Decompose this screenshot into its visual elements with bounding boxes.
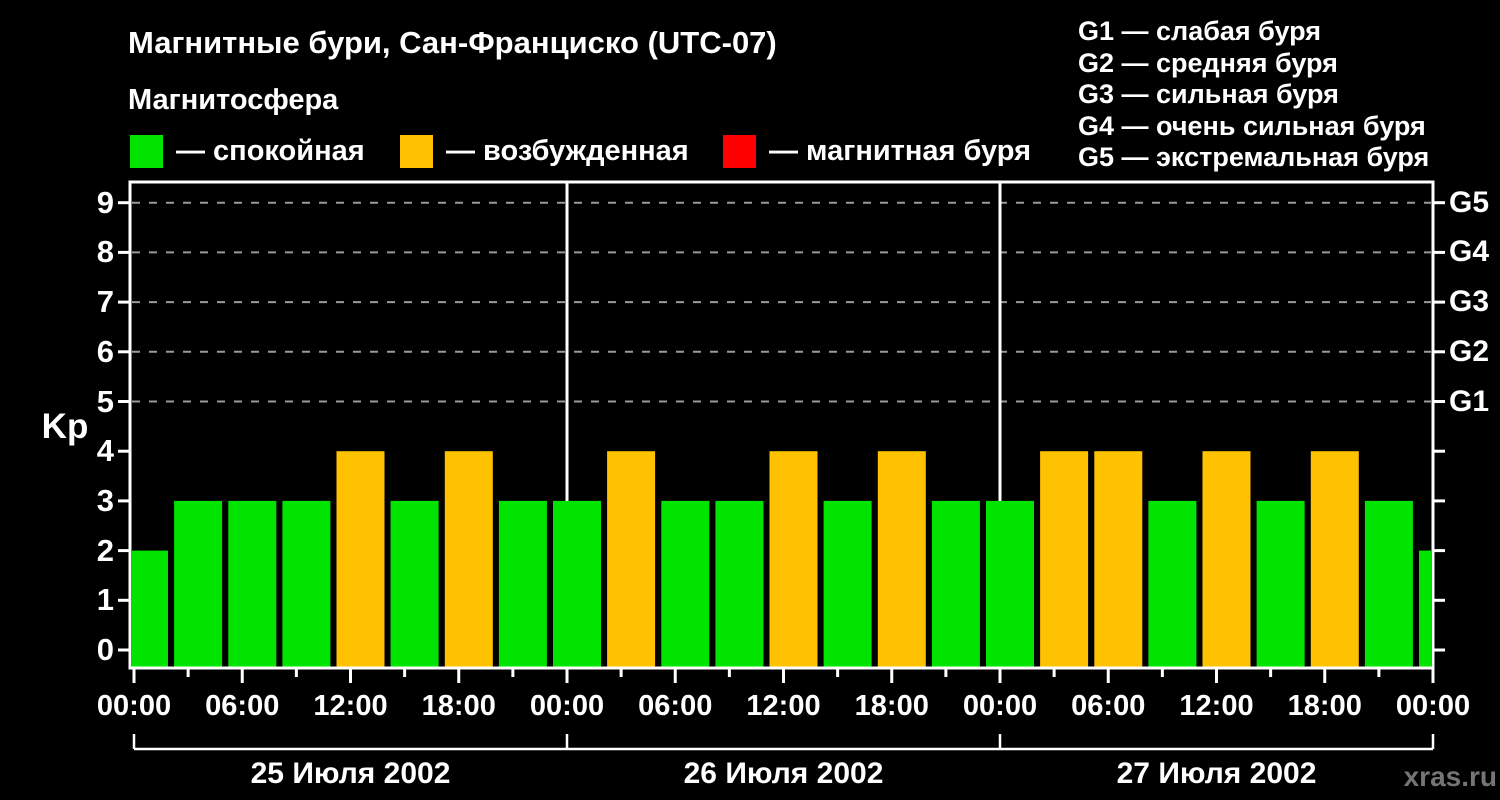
x-axis-label: 06:00 (1071, 690, 1146, 722)
legend-label: — спокойная (176, 135, 365, 167)
date-label: 26 Июля 2002 (683, 757, 884, 790)
storm-swatch-icon (723, 135, 756, 168)
kp-bar (553, 500, 601, 667)
magnetosphere-label: Магнитосфера (128, 84, 339, 116)
storm-scale-line: G2 — средняя буря (1078, 47, 1338, 78)
legend-item-quiet: — спокойная (130, 135, 365, 168)
x-axis-label: 00:00 (529, 690, 605, 722)
storm-scale-line: G4 — очень сильная буря (1078, 110, 1426, 141)
kp-bar (228, 500, 277, 667)
chart-title: Магнитные бури, Сан-Франциско (UTC-07) (128, 25, 777, 60)
kp-bar (931, 500, 980, 667)
legend-item-storm: — магнитная буря (723, 135, 1031, 168)
legend-label: — возбужденная (446, 135, 689, 167)
x-axis-label: 18:00 (421, 690, 496, 722)
legend-item-excited: — возбужденная (400, 135, 689, 168)
y-axis-label: 7 (96, 284, 114, 320)
kp-bar (1310, 451, 1359, 667)
y-axis-label: 4 (96, 433, 114, 469)
kp-bar (132, 550, 168, 667)
kp-bar (1364, 500, 1413, 667)
kp-bar (769, 451, 818, 667)
date-label: 27 Июля 2002 (1116, 757, 1317, 790)
x-axis-label: 12:00 (1179, 690, 1254, 722)
y-axis-label: 0 (96, 632, 114, 667)
x-axis-label: 18:00 (854, 690, 929, 722)
kp-bar (1419, 550, 1431, 667)
x-axis-label: 00:00 (96, 690, 172, 722)
kp-bar (444, 451, 493, 667)
y-axis-label: 8 (96, 234, 114, 270)
x-axis-label: 12:00 (313, 690, 388, 722)
y-axis-label: 1 (96, 582, 114, 618)
kp-bar (607, 451, 656, 667)
y-axis-label: 5 (96, 383, 114, 419)
storm-scale-legend: G1 — слабая буря G2 — средняя буря G3 — си… (1078, 16, 1429, 174)
plot-frame (128, 180, 1435, 670)
kp-bar (282, 500, 331, 667)
y-axis-label: 2 (96, 532, 114, 568)
x-axis-label: 00:00 (1395, 690, 1471, 722)
g-scale-label: G3 (1449, 285, 1490, 319)
x-axis-label: 18:00 (1287, 690, 1362, 722)
x-axis-label: 00:00 (962, 690, 1038, 722)
storm-scale-line: G5 — экстремальная буря (1078, 142, 1430, 173)
kp-bar (1094, 451, 1143, 667)
x-axis-label: 12:00 (746, 690, 821, 722)
kp-bar (1202, 451, 1251, 667)
y-axis-title: Kp (41, 407, 89, 446)
g-scale-label: G4 (1449, 235, 1490, 269)
kp-bar (1040, 451, 1089, 667)
date-label: 25 Июля 2002 (250, 757, 451, 790)
kp-bar (823, 500, 872, 667)
kp-bar (390, 500, 439, 667)
storm-scale-line: G1 — слабая буря (1078, 16, 1322, 46)
kp-bar (661, 500, 710, 667)
y-axis-label: 6 (96, 333, 114, 369)
g-scale-label: G5 (1449, 185, 1490, 219)
watermark: xras.ru (1403, 761, 1497, 792)
legend-label: — магнитная буря (769, 135, 1032, 167)
kp-bar (336, 451, 385, 667)
g-scale-label: G1 (1449, 384, 1490, 418)
x-axis-label: 06:00 (205, 690, 280, 722)
g-scale-label: G2 (1449, 334, 1490, 368)
kp-bar (174, 500, 223, 667)
storm-scale-line: G3 — сильная буря (1078, 79, 1339, 110)
kp-bar (877, 451, 926, 667)
excited-swatch-icon (400, 135, 433, 168)
kp-bar (498, 500, 547, 667)
kp-bar (1148, 500, 1197, 667)
kp-bar (986, 500, 1034, 667)
kp-bar (1256, 500, 1305, 667)
y-axis-label: 9 (96, 184, 114, 220)
quiet-swatch-icon (130, 135, 163, 168)
y-axis-label: 3 (96, 482, 114, 518)
kp-bar (715, 500, 764, 667)
x-axis-label: 06:00 (638, 690, 713, 722)
